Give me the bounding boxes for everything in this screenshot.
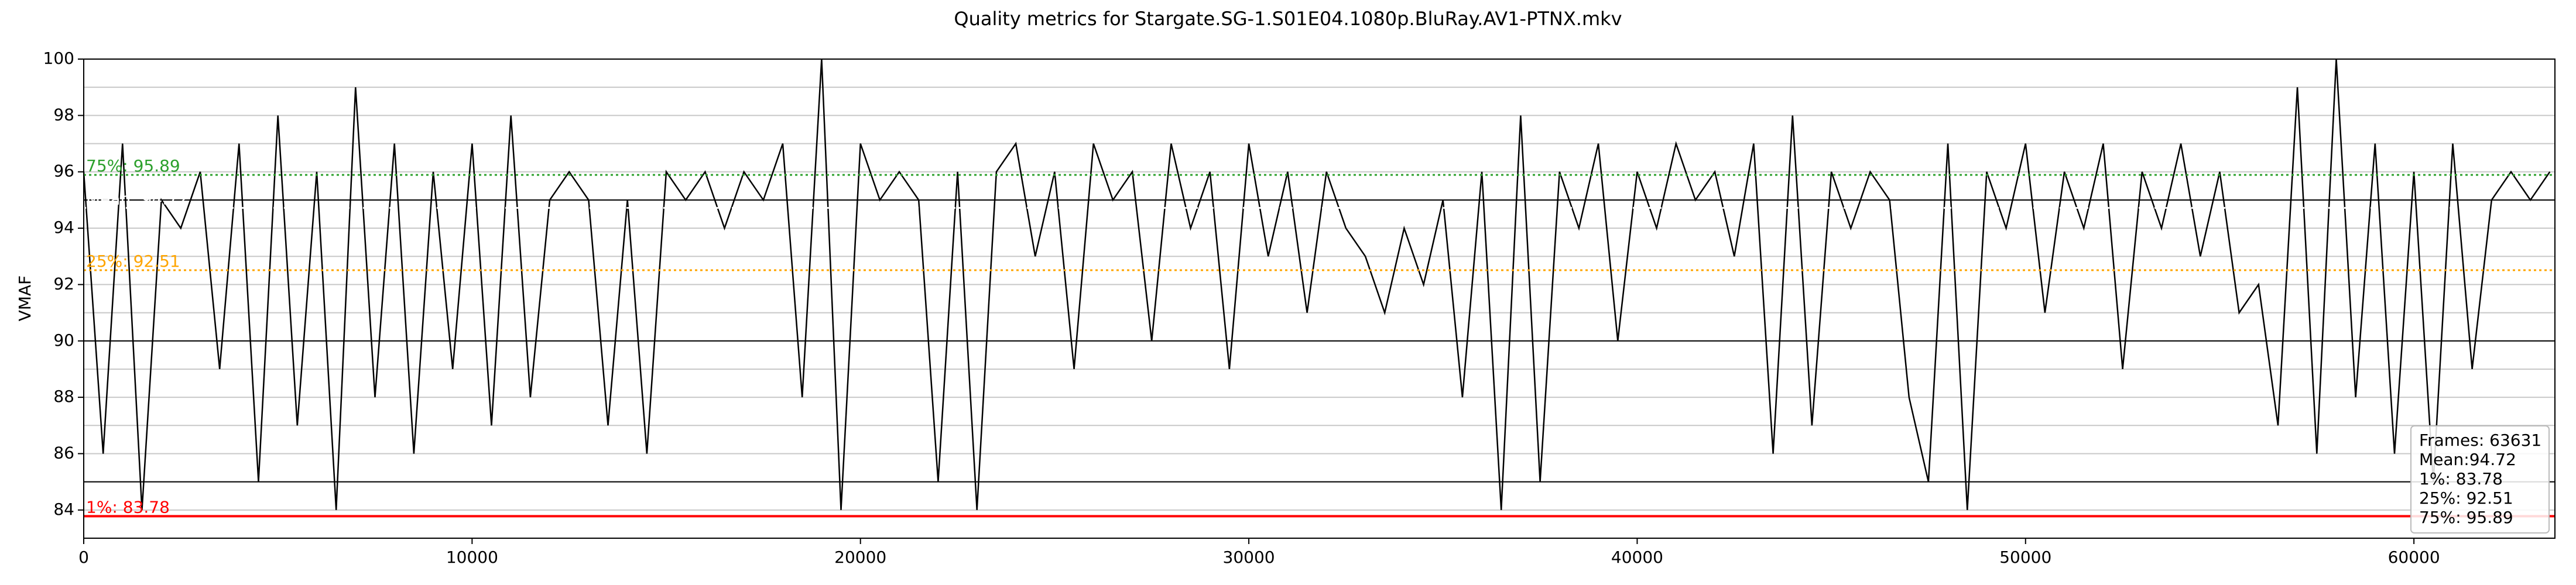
y-tick-label: 96 — [53, 161, 74, 181]
y-tick-label: 86 — [53, 443, 74, 462]
chart-title: Quality metrics for Stargate.SG-1.S01E04… — [954, 8, 1622, 30]
stats-box — [2410, 425, 2550, 534]
x-tick-label: 0 — [78, 548, 89, 567]
stats-text: Frames: 63631 — [2419, 431, 2541, 450]
stats-text: 75%: 95.89 — [2419, 508, 2513, 527]
plot-frame — [83, 58, 2556, 539]
y-tick-label: 92 — [53, 274, 74, 293]
stat-line-label: 1%: 83.78 — [86, 497, 170, 517]
stat-line-label: 25%: 92.51 — [86, 252, 180, 271]
stats-text: 25%: 92.51 — [2419, 488, 2513, 508]
y-tick-label: 98 — [53, 105, 74, 124]
x-tick-label: 60000 — [2388, 548, 2440, 567]
stats-text: Mean:94.72 — [2419, 450, 2516, 469]
y-axis-label: VMAF — [15, 276, 35, 322]
data-line — [84, 59, 2551, 510]
x-tick-label: 30000 — [1223, 548, 1275, 567]
x-tick-label: 40000 — [1611, 548, 1663, 567]
y-tick-label: 90 — [53, 331, 74, 350]
stat-line-label: Mean: 94.72 — [86, 189, 189, 208]
y-tick-label: 88 — [53, 387, 74, 406]
y-tick-label: 100 — [43, 49, 74, 68]
x-tick-label: 20000 — [834, 548, 886, 567]
y-tick-label: 84 — [53, 500, 74, 519]
stat-line-label: 75%: 95.89 — [86, 156, 180, 176]
stats-text: 1%: 83.78 — [2419, 469, 2503, 488]
x-tick-label: 10000 — [446, 548, 498, 567]
x-tick-label: 50000 — [1999, 548, 2051, 567]
y-tick-label: 94 — [53, 218, 74, 237]
